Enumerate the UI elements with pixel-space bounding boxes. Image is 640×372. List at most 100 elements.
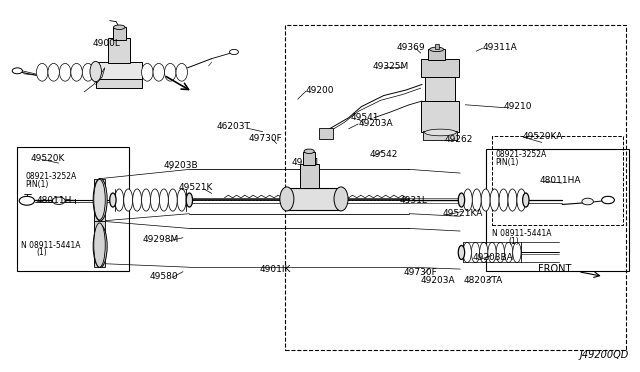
Text: 49521KA: 49521KA [442,209,483,218]
Text: J49200QD: J49200QD [580,350,629,359]
Text: 49521K: 49521K [179,183,213,192]
Text: FRONT: FRONT [538,264,571,274]
Text: 49520K: 49520K [30,154,65,163]
Text: 08921-3252A: 08921-3252A [26,172,77,181]
Ellipse shape [48,63,60,81]
Ellipse shape [168,189,177,211]
Bar [287,188,341,210]
Bar [428,49,445,60]
Text: 49262: 49262 [444,135,472,144]
Bar [420,101,459,132]
Ellipse shape [141,63,153,81]
Ellipse shape [115,189,124,211]
Circle shape [19,196,35,205]
Ellipse shape [90,61,101,82]
Ellipse shape [334,187,348,211]
Ellipse shape [94,223,105,267]
Ellipse shape [523,193,529,207]
Text: PIN(1): PIN(1) [495,157,518,167]
Text: 49200: 49200 [306,86,335,94]
Text: 08921-3252A: 08921-3252A [495,150,547,159]
Text: 49730F: 49730F [249,134,283,142]
Text: 49542: 49542 [370,150,398,159]
Text: 49203BA: 49203BA [473,253,514,263]
Circle shape [12,68,22,74]
Text: (1): (1) [508,237,519,246]
Ellipse shape [472,189,481,211]
Ellipse shape [496,242,504,263]
Ellipse shape [36,63,48,81]
Text: N 08911-5441A: N 08911-5441A [20,241,80,250]
Bar [492,136,623,225]
Bar [423,131,457,140]
Ellipse shape [93,225,107,267]
Text: (1): (1) [36,248,47,257]
Text: 48011H: 48011H [36,196,72,205]
Ellipse shape [508,189,517,211]
Bar [435,44,438,49]
Text: 49271: 49271 [292,157,320,167]
Text: 48203TA: 48203TA [463,276,503,285]
Text: 49203A: 49203A [420,276,455,285]
Ellipse shape [109,193,116,207]
Ellipse shape [499,189,508,211]
Text: 49203A: 49203A [358,119,393,128]
Ellipse shape [490,189,499,211]
Ellipse shape [429,47,444,52]
Ellipse shape [513,242,521,263]
Ellipse shape [60,63,71,81]
Text: 49325M: 49325M [372,61,408,71]
Bar [319,128,333,139]
Text: 4901lK: 4901lK [260,264,291,273]
Text: 46203T: 46203T [217,122,251,131]
Text: 49730F: 49730F [404,268,438,277]
Bar [303,152,315,164]
Text: N 08911-5441A: N 08911-5441A [492,230,552,238]
Circle shape [602,196,614,204]
Ellipse shape [517,189,526,211]
Bar [285,25,626,350]
Ellipse shape [93,179,107,221]
Circle shape [52,197,65,205]
Ellipse shape [132,189,141,211]
Ellipse shape [71,63,83,81]
Ellipse shape [150,189,159,211]
Text: 4931L: 4931L [399,196,428,205]
Text: 49541: 49541 [351,113,379,122]
Ellipse shape [280,187,294,211]
Circle shape [230,49,239,55]
Bar [17,147,129,271]
Ellipse shape [159,189,168,211]
Bar [94,221,105,267]
Text: 4900L: 4900L [93,39,120,48]
Text: 49203B: 49203B [164,161,198,170]
Bar [486,149,629,271]
Bar [300,164,319,188]
Ellipse shape [481,189,490,211]
Text: 48011HA: 48011HA [540,176,581,185]
Ellipse shape [458,193,465,207]
Text: 49520KA: 49520KA [523,132,563,141]
Bar [420,59,459,77]
Text: 49580: 49580 [150,272,178,281]
Ellipse shape [124,189,132,211]
Text: 49369: 49369 [397,43,426,52]
Bar [108,38,130,63]
Ellipse shape [186,193,193,207]
Ellipse shape [83,63,94,81]
Bar [96,62,141,81]
Ellipse shape [177,189,186,211]
Ellipse shape [153,63,164,81]
Ellipse shape [488,242,496,263]
Text: PIN(1): PIN(1) [26,180,49,189]
Circle shape [582,198,593,205]
Ellipse shape [479,242,488,263]
Ellipse shape [176,63,188,81]
Bar [113,27,125,40]
Text: 49298M: 49298M [143,235,179,244]
Text: 49210: 49210 [504,102,532,111]
Bar [94,179,105,221]
Ellipse shape [471,242,479,263]
Ellipse shape [458,246,465,260]
Ellipse shape [141,189,150,211]
